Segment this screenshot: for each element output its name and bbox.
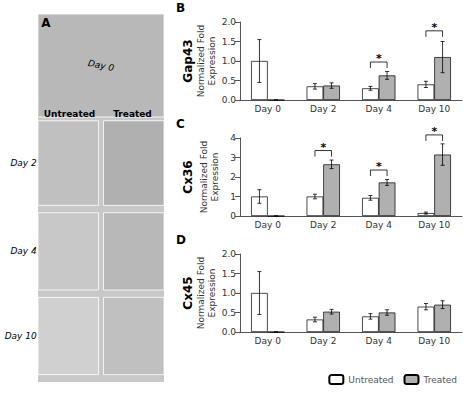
svg-text:Treated: Treated [422, 375, 457, 385]
svg-text:4: 4 [230, 133, 236, 143]
svg-text:Day 0: Day 0 [255, 336, 282, 346]
svg-text:Day 2: Day 2 [310, 336, 336, 346]
svg-text:1: 1 [230, 192, 236, 202]
svg-text:2.0: 2.0 [222, 249, 237, 259]
svg-text:Day 10: Day 10 [418, 220, 450, 230]
svg-text:Gap43: Gap43 [181, 39, 195, 82]
svg-text:*: * [320, 141, 326, 154]
svg-text:*: * [431, 125, 437, 138]
svg-text:Treated: Treated [113, 109, 152, 119]
svg-text:1.0: 1.0 [222, 56, 237, 66]
svg-text:Day 4: Day 4 [366, 220, 393, 230]
svg-text:D: D [176, 233, 186, 247]
svg-text:Cx36: Cx36 [181, 160, 195, 193]
svg-text:Day 10: Day 10 [418, 104, 450, 114]
svg-text:Day 0: Day 0 [255, 104, 282, 114]
svg-text:2.0: 2.0 [222, 17, 237, 27]
svg-text:2: 2 [230, 172, 236, 182]
svg-text:Expression: Expression [210, 153, 220, 202]
svg-text:Day 2: Day 2 [10, 158, 37, 168]
svg-text:Cx45: Cx45 [181, 276, 195, 309]
svg-text:Normalized Fold: Normalized Fold [199, 141, 209, 213]
svg-text:Day 2: Day 2 [310, 104, 336, 114]
svg-text:Untreated: Untreated [44, 109, 95, 119]
svg-text:0.0: 0.0 [222, 95, 237, 105]
svg-text:Day 0: Day 0 [87, 58, 115, 73]
svg-text:Day 0: Day 0 [255, 220, 282, 230]
svg-text:*: * [431, 21, 437, 34]
svg-text:*: * [376, 160, 382, 173]
svg-text:3: 3 [230, 153, 236, 163]
svg-text:1.5: 1.5 [222, 37, 236, 47]
svg-text:Day 2: Day 2 [310, 220, 336, 230]
svg-text:Day 10: Day 10 [418, 336, 450, 346]
svg-text:1.0: 1.0 [222, 288, 237, 298]
svg-text:Normalized Fold: Normalized Fold [196, 257, 206, 329]
svg-text:Day 10: Day 10 [5, 331, 37, 341]
svg-text:Untreated: Untreated [348, 375, 393, 385]
svg-text:Expression: Expression [207, 37, 217, 86]
svg-text:Day 4: Day 4 [366, 336, 393, 346]
svg-text:*: * [376, 52, 382, 65]
svg-text:0.0: 0.0 [222, 327, 237, 337]
svg-text:Expression: Expression [207, 269, 217, 318]
svg-text:C: C [176, 117, 185, 131]
svg-text:Day 4: Day 4 [366, 104, 393, 114]
svg-text:A: A [41, 16, 51, 30]
svg-text:Normalized Fold: Normalized Fold [196, 25, 206, 97]
svg-text:1.5: 1.5 [222, 269, 236, 279]
svg-text:Day 4: Day 4 [10, 246, 37, 256]
svg-text:B: B [176, 1, 185, 15]
svg-text:0.5: 0.5 [222, 76, 236, 86]
svg-text:0.5: 0.5 [222, 308, 236, 318]
svg-text:0: 0 [230, 211, 236, 221]
